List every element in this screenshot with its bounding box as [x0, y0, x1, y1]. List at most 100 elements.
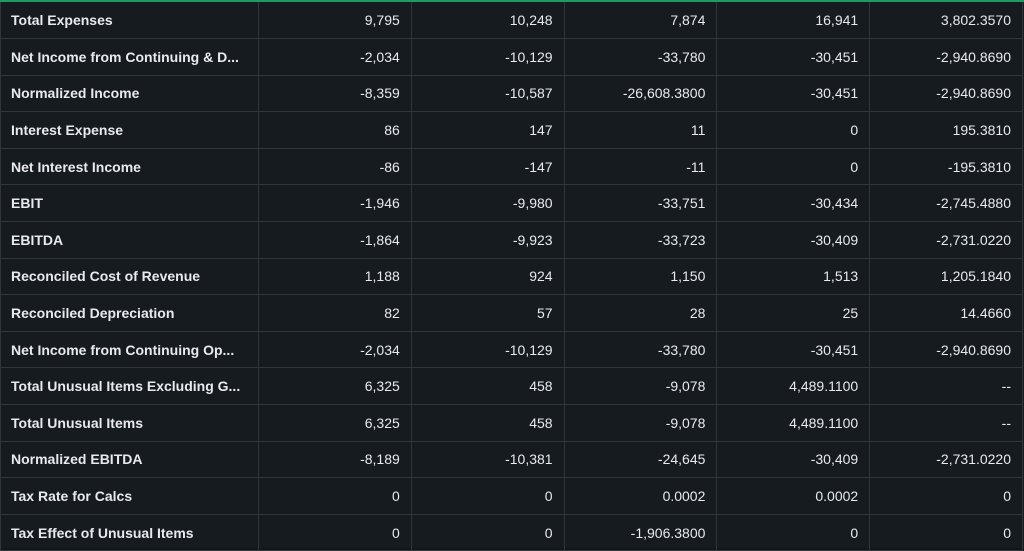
row-label: EBITDA [0, 221, 259, 259]
table-row: Normalized EBITDA -8,189 -10,381 -24,645… [0, 441, 1023, 479]
table-cell: -11 [564, 148, 718, 186]
table-row: Normalized Income -8,359 -10,587 -26,608… [0, 75, 1023, 113]
table-cell: 0 [411, 477, 565, 515]
table-cell: -147 [411, 148, 565, 186]
table-cell: 86 [258, 111, 412, 149]
table-cell: -33,723 [564, 221, 718, 259]
table-cell: -8,189 [258, 441, 412, 479]
table-cell: -26,608.3800 [564, 75, 718, 113]
table-cell: -24,645 [564, 441, 718, 479]
table-cell: -33,780 [564, 331, 718, 369]
table-cell: 0 [869, 477, 1023, 515]
table-cell: -- [869, 404, 1023, 442]
table-row: Reconciled Cost of Revenue 1,188 924 1,1… [0, 258, 1023, 296]
table-cell: 0.0002 [564, 477, 718, 515]
row-label: Total Unusual Items Excluding G... [0, 367, 259, 406]
table-cell: 1,513 [716, 258, 871, 296]
table-cell: 25 [716, 294, 871, 332]
table-cell: -30,451 [716, 75, 871, 113]
table-cell: 6,325 [258, 404, 412, 442]
row-label: Normalized EBITDA [0, 441, 259, 479]
table-cell: 57 [411, 294, 565, 332]
table-cell: 0 [716, 111, 871, 149]
row-label: Reconciled Depreciation [0, 294, 259, 332]
table-cell: 0.0002 [716, 477, 871, 515]
row-label: Net Interest Income [0, 148, 259, 186]
table-row: EBITDA -1,864 -9,923 -33,723 -30,409 -2,… [0, 221, 1023, 259]
table-cell: 924 [411, 258, 565, 296]
row-label: Net Income from Continuing & D... [0, 38, 259, 76]
row-label: Normalized Income [0, 75, 259, 113]
table-cell: 9,795 [258, 2, 412, 40]
table-cell: 0 [716, 148, 871, 186]
table-cell: -1,906.3800 [564, 514, 718, 551]
table-cell: -2,940.8690 [869, 38, 1023, 76]
table-row: Total Expenses 9,795 10,248 7,874 16,941… [0, 2, 1023, 40]
table-cell: -1,864 [258, 221, 412, 259]
table-cell: -30,451 [716, 331, 871, 369]
table-cell: 28 [564, 294, 718, 332]
table-cell: 1,205.1840 [869, 258, 1023, 296]
table-cell: 16,941 [716, 2, 871, 40]
table-cell: 458 [411, 404, 565, 442]
table-cell: 147 [411, 111, 565, 149]
row-label: EBIT [0, 184, 259, 223]
table-cell: -2,940.8690 [869, 331, 1023, 369]
table-cell: 4,489.1100 [716, 367, 871, 406]
table-cell: -9,923 [411, 221, 565, 259]
table-cell: -10,381 [411, 441, 565, 479]
table-row: Interest Expense 86 147 11 0 195.3810 [0, 111, 1023, 149]
table-cell: -2,940.8690 [869, 75, 1023, 113]
table-cell: 0 [411, 514, 565, 551]
table-cell: -10,129 [411, 331, 565, 369]
table-cell: 458 [411, 367, 565, 406]
table-cell: -2,034 [258, 38, 412, 76]
table-cell: 0 [258, 514, 412, 551]
table-cell: -2,731.0220 [869, 441, 1023, 479]
table-row: EBIT -1,946 -9,980 -33,751 -30,434 -2,74… [0, 184, 1023, 223]
table-cell: 0 [869, 514, 1023, 551]
table-row: Net Income from Continuing & D... -2,034… [0, 38, 1023, 76]
table-cell: -2,745.4880 [869, 184, 1023, 223]
table-row: Reconciled Depreciation 82 57 28 25 14.4… [0, 294, 1023, 332]
table-row: Net Interest Income -86 -147 -11 0 -195.… [0, 148, 1023, 186]
row-label: Net Income from Continuing Op... [0, 331, 259, 369]
table-row: Total Unusual Items Excluding G... 6,325… [0, 367, 1023, 406]
table-cell: -10,587 [411, 75, 565, 113]
table-cell: 82 [258, 294, 412, 332]
table-cell: -9,980 [411, 184, 565, 223]
table-cell: -30,409 [716, 221, 871, 259]
table-cell: 3,802.3570 [869, 2, 1023, 40]
table-cell: -1,946 [258, 184, 412, 223]
row-label: Tax Effect of Unusual Items [0, 514, 259, 551]
table-cell: 10,248 [411, 2, 565, 40]
row-label: Tax Rate for Calcs [0, 477, 259, 515]
table-cell: -30,451 [716, 38, 871, 76]
table-cell: 14.4660 [869, 294, 1023, 332]
table-cell: -9,078 [564, 367, 718, 406]
table-row: Tax Rate for Calcs 0 0 0.0002 0.0002 0 [0, 477, 1023, 515]
table-row: Total Unusual Items 6,325 458 -9,078 4,4… [0, 404, 1023, 442]
table-cell: 195.3810 [869, 111, 1023, 149]
table-cell: 1,150 [564, 258, 718, 296]
table-row: Tax Effect of Unusual Items 0 0 -1,906.3… [0, 514, 1023, 551]
table-cell: 1,188 [258, 258, 412, 296]
table-cell: -30,409 [716, 441, 871, 479]
row-label: Total Expenses [0, 2, 259, 40]
table-cell: -2,034 [258, 331, 412, 369]
table-cell: -10,129 [411, 38, 565, 76]
table-cell: -195.3810 [869, 148, 1023, 186]
table-cell: -30,434 [716, 184, 871, 223]
table-cell: 4,489.1100 [716, 404, 871, 442]
table-cell: 11 [564, 111, 718, 149]
table-cell: 6,325 [258, 367, 412, 406]
table-cell: 7,874 [564, 2, 718, 40]
table-cell: -33,780 [564, 38, 718, 76]
table-row: Net Income from Continuing Op... -2,034 … [0, 331, 1023, 369]
row-label: Interest Expense [0, 111, 259, 149]
table-cell: -8,359 [258, 75, 412, 113]
table-cell: -33,751 [564, 184, 718, 223]
